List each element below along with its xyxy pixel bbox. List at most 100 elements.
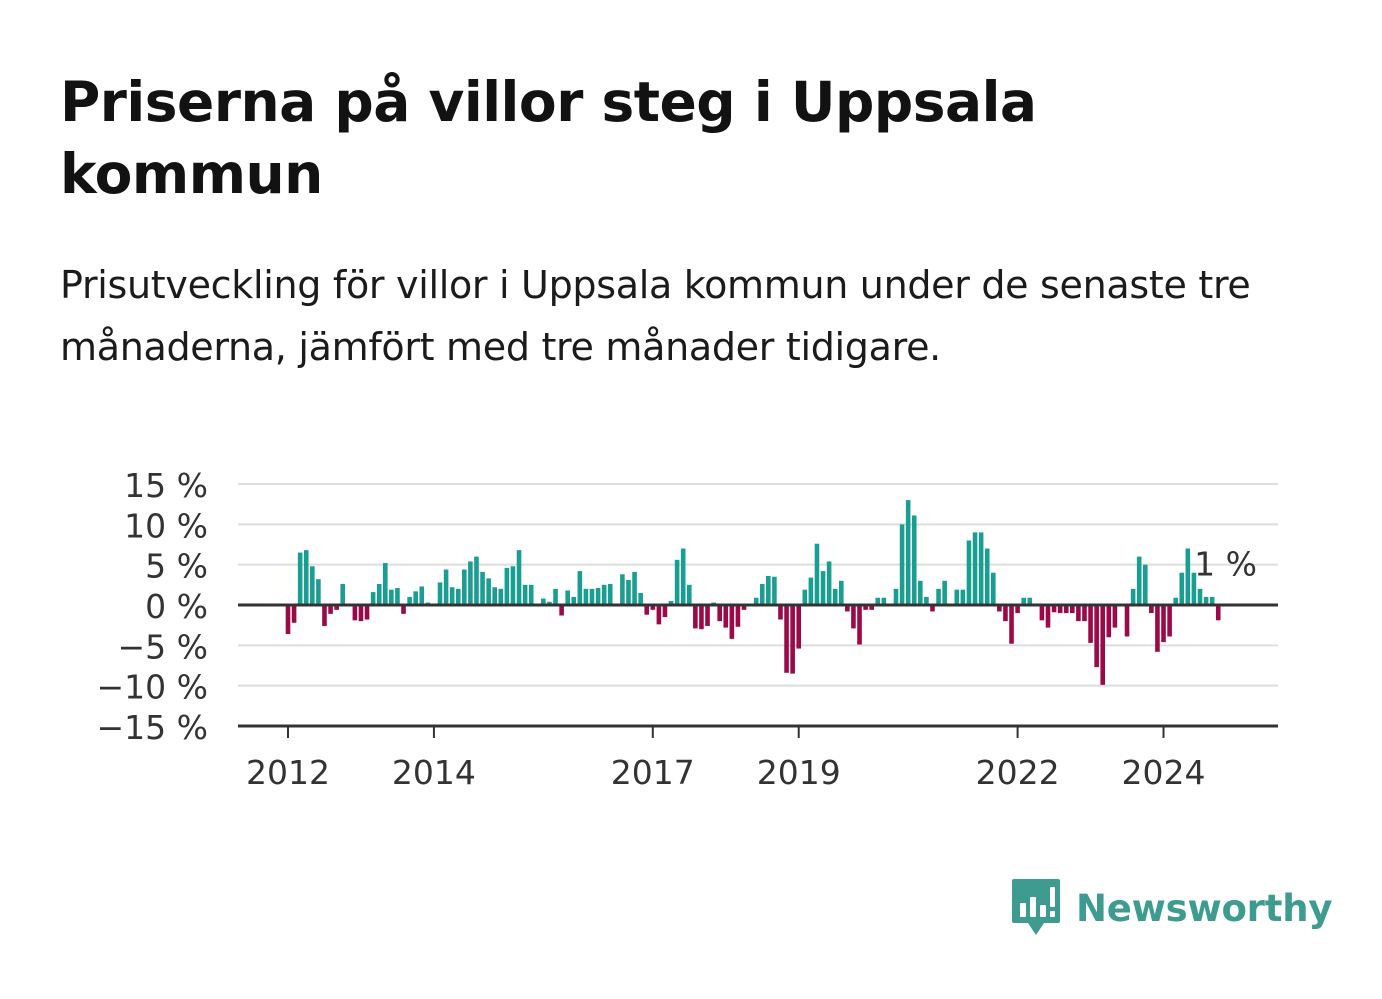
bar xyxy=(693,605,698,629)
bar xyxy=(316,579,321,605)
bar xyxy=(650,605,656,610)
bar xyxy=(1027,597,1033,605)
bar xyxy=(857,605,862,645)
bar xyxy=(723,605,729,628)
bar xyxy=(729,605,735,639)
bar xyxy=(918,580,923,605)
x-tick-label: 2012 xyxy=(246,753,330,792)
brand: Newsworthy xyxy=(1010,876,1332,940)
bar xyxy=(492,587,498,605)
bar xyxy=(559,605,564,616)
bar xyxy=(680,548,686,605)
bar xyxy=(869,605,874,610)
bar xyxy=(1094,605,1099,668)
x-tick-label: 2019 xyxy=(757,753,841,792)
bar xyxy=(352,605,358,621)
brand-name: Newsworthy xyxy=(1076,886,1333,930)
bar xyxy=(480,571,485,605)
bar xyxy=(753,597,759,605)
bar xyxy=(468,561,473,605)
grid-lines xyxy=(238,483,1278,687)
bar xyxy=(1124,605,1130,637)
bar xyxy=(1088,605,1093,643)
bar xyxy=(899,524,905,605)
bar xyxy=(1112,605,1118,628)
bar xyxy=(1070,605,1075,614)
bar xyxy=(1082,605,1087,622)
bar xyxy=(1179,572,1185,605)
bar xyxy=(1106,605,1112,638)
bar xyxy=(376,584,382,605)
bar xyxy=(607,584,613,605)
bar xyxy=(662,605,668,618)
bar xyxy=(905,500,911,605)
bar xyxy=(1149,605,1154,614)
bar xyxy=(644,605,650,615)
bar xyxy=(1215,605,1221,621)
y-tick-label: 0 % xyxy=(145,587,208,626)
x-tick-label: 2024 xyxy=(1122,753,1206,792)
bar xyxy=(960,589,966,605)
bar xyxy=(784,605,789,673)
bar xyxy=(1142,564,1148,605)
x-tick-label: 2022 xyxy=(976,753,1060,792)
bar xyxy=(1021,597,1026,605)
newsworthy-logo-icon xyxy=(1012,879,1060,935)
bar xyxy=(583,588,589,605)
bar xyxy=(382,563,388,605)
bar xyxy=(911,515,917,605)
bar xyxy=(632,571,637,605)
bar xyxy=(328,605,333,614)
bar xyxy=(942,580,947,605)
bar xyxy=(1076,605,1081,622)
bar xyxy=(863,605,868,610)
bar xyxy=(1063,605,1069,614)
last-value-annotation: 1 % xyxy=(1194,545,1257,584)
bar xyxy=(820,571,826,605)
bar xyxy=(504,567,510,605)
y-tick-label: 15 % xyxy=(124,466,208,505)
bar xyxy=(510,566,516,605)
bar xyxy=(984,548,990,605)
bar xyxy=(851,605,856,629)
y-tick-label: −15 % xyxy=(97,708,209,747)
bar xyxy=(340,584,346,605)
bar xyxy=(766,575,771,605)
bar xyxy=(571,596,577,605)
bar xyxy=(413,591,418,605)
bar xyxy=(1209,596,1215,605)
bar xyxy=(407,596,412,605)
bar xyxy=(1130,588,1136,605)
bar xyxy=(845,605,850,612)
bar xyxy=(1051,605,1057,613)
tick-labels: 15 %10 %5 %0 %−5 %−10 %−15 % 2012 2014 2017… xyxy=(97,466,1258,792)
bar xyxy=(1045,605,1051,628)
bar xyxy=(802,589,808,605)
bar xyxy=(626,579,631,605)
bar xyxy=(978,532,984,605)
bars xyxy=(285,500,1221,685)
bar xyxy=(437,582,443,605)
bar xyxy=(656,605,662,625)
bar xyxy=(370,592,376,605)
bar xyxy=(954,589,960,605)
bar xyxy=(589,588,595,605)
bar xyxy=(990,572,996,605)
bar xyxy=(778,605,783,620)
bar xyxy=(516,550,522,605)
axes xyxy=(238,603,1278,738)
x-tick-label: 2014 xyxy=(392,753,476,792)
bar xyxy=(893,588,899,605)
bar xyxy=(1100,605,1106,685)
bar xyxy=(966,540,972,605)
bar xyxy=(790,605,795,674)
bar xyxy=(717,605,722,622)
bar xyxy=(686,584,692,605)
bar xyxy=(1161,605,1166,643)
bar xyxy=(419,586,425,605)
bar xyxy=(528,584,534,605)
bar xyxy=(285,605,291,635)
bar xyxy=(1197,588,1203,605)
bar xyxy=(705,605,710,626)
